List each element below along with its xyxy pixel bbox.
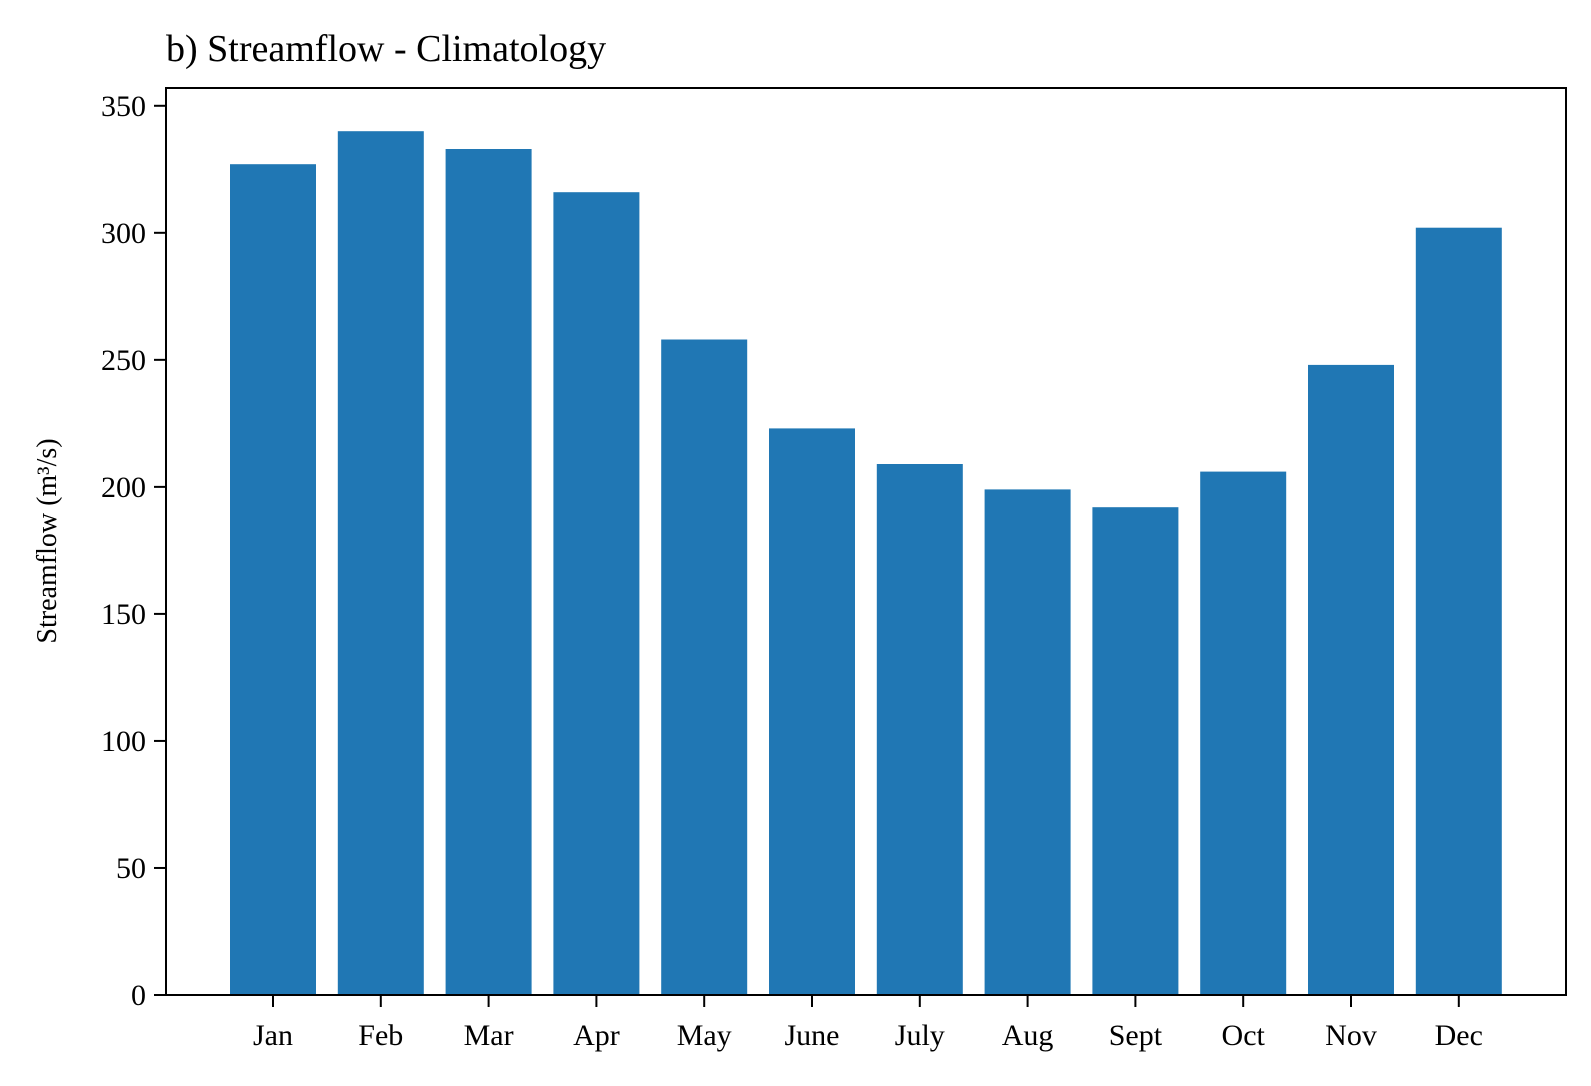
y-axis: 0 50 100 150 200 250 300 350 <box>101 90 166 1012</box>
bar-may <box>661 339 748 995</box>
bar-mar <box>445 149 532 995</box>
bar-jan <box>230 164 316 995</box>
bar-dec <box>1415 227 1502 995</box>
y-tick-label: 0 <box>131 979 146 1012</box>
y-axis-label: Streamflow (m³/s) <box>32 438 63 643</box>
x-tick-label: May <box>677 1019 732 1052</box>
bar-nov <box>1308 364 1394 995</box>
x-tick-label: Dec <box>1435 1019 1483 1052</box>
bar-apr <box>553 192 640 995</box>
y-tick-label: 200 <box>101 471 146 504</box>
bar-sept <box>1092 507 1179 995</box>
bars-group <box>230 131 1502 996</box>
y-tick-label: 350 <box>101 90 146 123</box>
bar-oct <box>1200 471 1287 996</box>
bar-aug <box>984 489 1071 995</box>
y-tick-label: 300 <box>101 217 146 250</box>
chart-title: b) Streamflow - Climatology <box>166 28 606 70</box>
x-tick-label: Aug <box>1002 1019 1054 1052</box>
x-tick-label: Feb <box>358 1019 403 1052</box>
x-tick-label: Oct <box>1222 1019 1266 1052</box>
bar-feb <box>337 131 424 995</box>
y-tick-label: 250 <box>101 344 146 377</box>
x-tick-label: Nov <box>1325 1019 1377 1052</box>
plot-frame <box>165 87 1567 996</box>
y-tick-label: 150 <box>101 598 146 631</box>
bar-june <box>769 428 855 995</box>
x-axis: Jan Feb Mar Apr May June July Aug Sept Oct Nov Dec <box>253 995 1483 1052</box>
y-tick-label: 50 <box>116 852 146 885</box>
bar-july <box>876 464 963 995</box>
x-tick-label: July <box>895 1019 945 1052</box>
x-tick-label: Mar <box>464 1019 514 1052</box>
x-tick-label: Apr <box>573 1019 620 1052</box>
x-tick-label: Jan <box>253 1019 293 1052</box>
y-tick-label: 100 <box>101 725 146 758</box>
x-tick-label: Sept <box>1109 1019 1163 1052</box>
x-tick-label: June <box>785 1019 840 1052</box>
